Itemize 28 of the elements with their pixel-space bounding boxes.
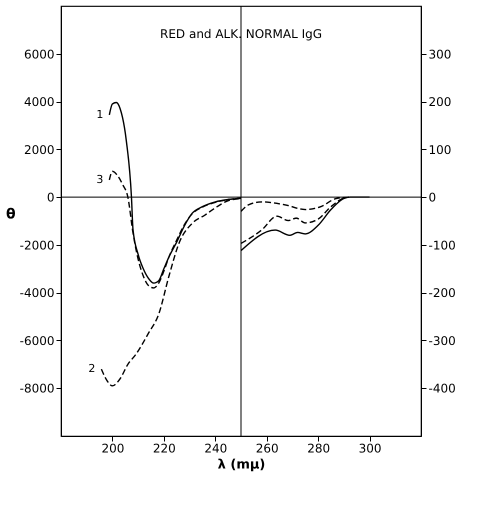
y-tick-label: -4000 [20, 286, 54, 300]
y2-tick-label: -400 [428, 382, 456, 396]
y-tick-label: 6000 [24, 47, 54, 62]
series-label: 3 [96, 172, 104, 186]
y-tick-label: -2000 [20, 238, 54, 252]
y2-tick-label: -100 [428, 238, 456, 252]
y2-tick-label: -300 [428, 334, 456, 348]
y2-tick-label: 200 [428, 95, 452, 110]
y-tick-label: -8000 [20, 382, 54, 396]
y-tick-label: -6000 [20, 334, 54, 348]
series-label: 2 [88, 362, 96, 376]
y2-tick-label: 100 [428, 142, 452, 157]
x-tick-label: 300 [358, 442, 382, 456]
x-tick-label: 280 [307, 442, 330, 456]
y2-tick-label: 300 [428, 47, 452, 62]
x-tick-label: 200 [101, 442, 124, 456]
y-tick-label: 4000 [24, 95, 54, 110]
text: RED and ALK. NORMAL IgG [160, 27, 322, 41]
y-axis-title: θ [6, 206, 16, 222]
y-tick-label: 0 [46, 190, 54, 205]
x-tick-label: 260 [256, 442, 279, 456]
y-tick-label: 2000 [24, 142, 54, 157]
y2-tick-label: 0 [428, 190, 436, 205]
x-tick-label: 220 [152, 442, 176, 456]
y2-tick-label: -200 [428, 286, 456, 300]
x-tick-label: 240 [204, 442, 228, 456]
series-label: 1 [96, 108, 104, 121]
x-axis-title: λ (mμ) [218, 458, 266, 472]
